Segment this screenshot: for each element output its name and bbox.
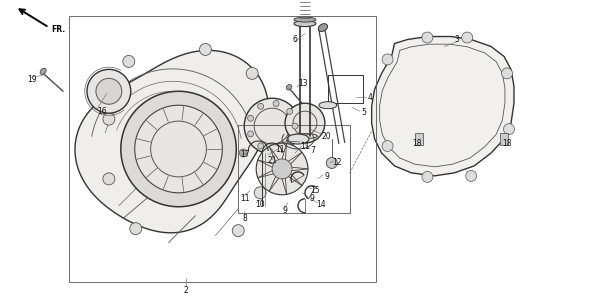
Text: 7: 7 (310, 147, 315, 156)
Text: 10: 10 (255, 200, 265, 209)
Ellipse shape (40, 68, 46, 74)
Circle shape (292, 123, 298, 129)
Circle shape (246, 67, 258, 79)
Text: 19: 19 (27, 75, 37, 84)
Bar (238, 125, 350, 213)
Circle shape (273, 146, 279, 152)
Text: 16: 16 (97, 107, 107, 116)
Text: 9: 9 (310, 194, 315, 203)
Circle shape (121, 91, 236, 207)
Ellipse shape (294, 17, 316, 22)
Circle shape (258, 143, 264, 149)
Circle shape (96, 78, 122, 104)
Circle shape (326, 157, 337, 169)
Text: 6: 6 (292, 35, 297, 44)
Text: FR.: FR. (51, 25, 65, 34)
Text: 14: 14 (316, 200, 326, 209)
Bar (415, 133, 424, 145)
Text: 18: 18 (412, 138, 422, 147)
Circle shape (103, 113, 115, 125)
Circle shape (130, 223, 142, 234)
Bar (69, 16, 376, 282)
Ellipse shape (319, 102, 337, 109)
Circle shape (422, 32, 433, 43)
Text: 5: 5 (362, 108, 366, 117)
Ellipse shape (287, 134, 309, 144)
Polygon shape (75, 50, 268, 233)
Text: 2: 2 (183, 286, 188, 295)
Circle shape (232, 225, 244, 237)
Text: 12: 12 (332, 158, 342, 167)
Text: 4: 4 (368, 93, 372, 102)
Circle shape (244, 98, 300, 154)
Bar (500, 133, 508, 145)
Text: 11: 11 (275, 144, 284, 154)
Circle shape (502, 68, 513, 79)
Circle shape (273, 101, 279, 107)
Polygon shape (372, 36, 514, 176)
Circle shape (503, 124, 514, 135)
Text: 17: 17 (240, 150, 250, 160)
Text: 9: 9 (325, 172, 330, 182)
Ellipse shape (286, 85, 292, 90)
Circle shape (254, 187, 266, 199)
Text: 18: 18 (502, 138, 512, 147)
Circle shape (248, 115, 254, 121)
Text: 11: 11 (240, 194, 250, 203)
Text: 15: 15 (310, 186, 320, 195)
Text: 21: 21 (267, 157, 277, 166)
Text: 8: 8 (242, 214, 247, 223)
Circle shape (272, 159, 292, 179)
Circle shape (258, 103, 264, 109)
Circle shape (256, 143, 308, 195)
Circle shape (422, 171, 433, 182)
Circle shape (135, 105, 222, 193)
Text: 11: 11 (300, 141, 310, 150)
Circle shape (248, 131, 254, 137)
Circle shape (103, 173, 115, 185)
Circle shape (123, 55, 135, 67)
Circle shape (382, 54, 393, 65)
Circle shape (199, 44, 211, 55)
Text: 13: 13 (298, 79, 307, 88)
Circle shape (87, 69, 131, 113)
Circle shape (462, 32, 473, 43)
Circle shape (287, 138, 293, 144)
Circle shape (287, 108, 293, 114)
Text: 9: 9 (282, 206, 287, 215)
Ellipse shape (318, 24, 327, 32)
Ellipse shape (294, 20, 316, 26)
Text: 3: 3 (454, 35, 459, 44)
Bar (328, 75, 363, 103)
Circle shape (382, 141, 393, 151)
Circle shape (466, 170, 477, 182)
Text: 20: 20 (322, 132, 332, 141)
Circle shape (285, 103, 325, 143)
Circle shape (240, 149, 247, 157)
